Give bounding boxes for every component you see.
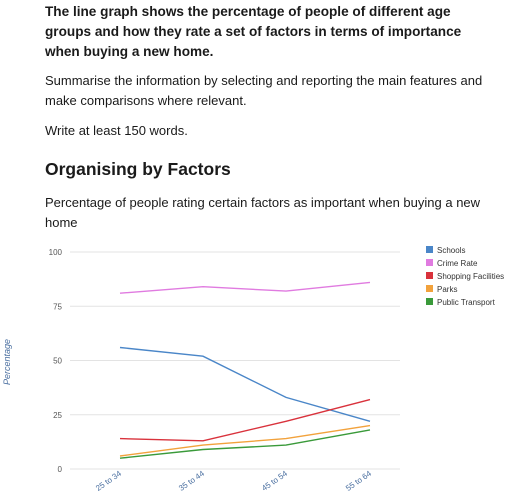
chart-caption: Percentage of people rating certain fact… xyxy=(45,195,481,230)
x-tick-label: 55 to 64 xyxy=(344,469,373,493)
legend-swatch xyxy=(426,246,433,253)
y-tick-label: 75 xyxy=(53,302,62,311)
series-line-shopping-facilities xyxy=(119,398,371,442)
y-tick-label: 50 xyxy=(53,357,62,366)
task-instruction: Summarise the information by selecting a… xyxy=(45,73,483,108)
x-tick-label: 45 to 54 xyxy=(260,469,289,493)
chart-legend: Schools Crime Rate Shopping Facilities Park… xyxy=(426,246,504,307)
section-heading: Organising by Factors xyxy=(45,159,231,179)
x-tick-label: 35 to 44 xyxy=(177,469,206,493)
legend-swatch xyxy=(426,285,433,292)
word-count-instruction: Write at least 150 words. xyxy=(45,123,188,138)
legend-swatch xyxy=(426,259,433,266)
series-line-crime-rate xyxy=(119,281,371,294)
legend-label: Shopping Facilities xyxy=(437,272,504,281)
series-line-schools xyxy=(119,346,371,422)
y-tick-label: 25 xyxy=(53,411,62,420)
legend-swatch xyxy=(426,272,433,279)
series-line-parks xyxy=(119,424,371,457)
legend-label: Schools xyxy=(437,246,465,255)
y-tick-label: 100 xyxy=(49,248,63,257)
x-tick-label: 25 to 34 xyxy=(94,469,123,493)
legend-label: Public Transport xyxy=(437,298,496,307)
x-tick-labels: 25 to 34 35 to 44 45 to 54 55 to 64 xyxy=(94,469,373,493)
legend-label: Parks xyxy=(437,285,457,294)
series-line-public-transport xyxy=(119,429,371,459)
legend-swatch xyxy=(426,298,433,305)
y-tick-labels: 0 25 50 75 100 xyxy=(49,248,63,474)
line-chart: 0 25 50 75 100 25 to 34 35 to 44 45 to 54 55 to… xyxy=(2,246,504,493)
chart-series xyxy=(119,281,371,459)
y-tick-label: 0 xyxy=(58,465,63,474)
legend-label: Crime Rate xyxy=(437,259,478,268)
y-axis-label: Percentage xyxy=(2,339,12,385)
task-prompt: The line graph shows the percentage of p… xyxy=(45,4,462,59)
